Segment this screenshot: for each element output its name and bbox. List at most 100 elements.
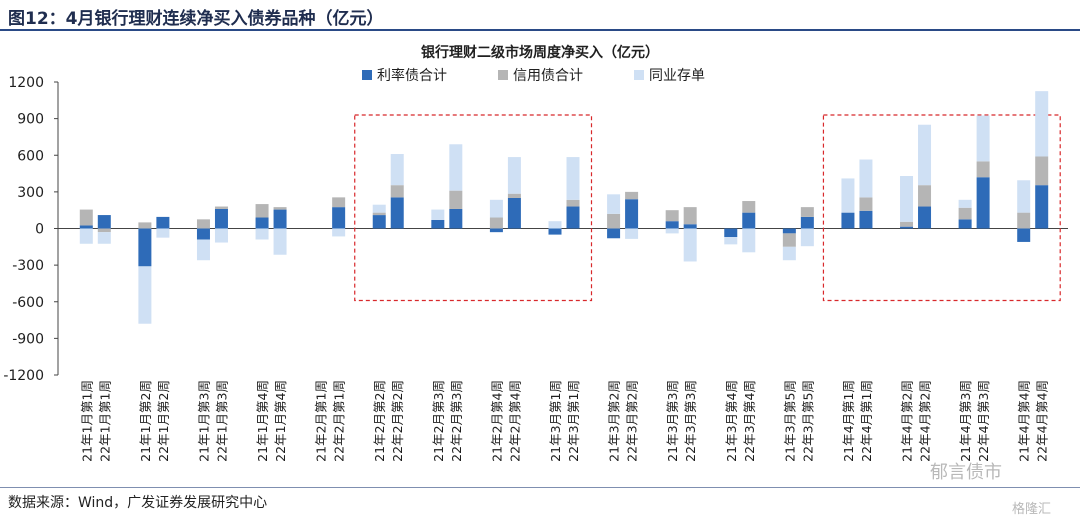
bar-rate — [431, 219, 445, 229]
x-tick-label: 22年2月第4周 — [507, 380, 522, 462]
bar-ncd — [1035, 91, 1049, 157]
bar-rate — [665, 221, 679, 229]
x-tick-label: 21年2月第1周 — [314, 380, 329, 462]
x-tick-label: 21年4月第1周 — [841, 380, 856, 462]
x-tick-label: 21年1月第3周 — [196, 380, 211, 462]
bar-rate — [449, 208, 463, 229]
x-tick-label: 21年3月第5周 — [782, 380, 797, 462]
bar-ncd — [97, 232, 111, 244]
bar-credit — [372, 212, 386, 216]
x-tick-label: 21年2月第2周 — [372, 380, 387, 462]
x-tick-label: 21年1月第2周 — [138, 380, 153, 462]
legend-label: 信用债合计 — [513, 68, 583, 84]
bar-credit — [900, 221, 914, 227]
bar-rate — [859, 210, 873, 229]
bar-rate — [372, 215, 386, 229]
bar-rate — [918, 206, 932, 229]
bar-credit — [273, 207, 287, 210]
bar-ncd — [390, 154, 404, 186]
bar-rate — [138, 228, 152, 267]
highlight-box — [822, 114, 1061, 302]
x-tick-label: 22年3月第3周 — [683, 380, 698, 462]
title-rule — [0, 29, 1080, 31]
bar-ncd — [79, 228, 93, 244]
x-tick-label: 22年3月第1周 — [566, 380, 581, 462]
y-tick-label: -1200 — [3, 368, 44, 384]
bar-ncd — [566, 157, 580, 200]
bar-ncd — [489, 199, 503, 218]
x-tick-label: 21年4月第4周 — [1017, 380, 1032, 462]
bar-credit — [976, 161, 990, 178]
x-tick-label: 21年1月第4周 — [255, 380, 270, 462]
bar-ncd — [372, 204, 386, 213]
bar-rate — [607, 228, 621, 239]
bar-ncd — [859, 159, 873, 198]
bar-rate — [958, 219, 972, 229]
bar-ncd — [156, 228, 170, 238]
x-tick-label: 22年1月第2周 — [156, 380, 171, 462]
bar-ncd — [332, 228, 346, 237]
y-tick-label: 900 — [17, 112, 44, 128]
bar-credit — [607, 213, 621, 229]
figure-title: 图12：4月银行理财连续净买入债券品种（亿元） — [8, 9, 384, 29]
x-tick-label: 22年3月第2周 — [625, 380, 640, 462]
x-tick-label: 21年2月第3周 — [431, 380, 446, 462]
bar-ncd — [724, 237, 738, 245]
x-tick-label: 22年4月第1周 — [859, 380, 874, 462]
bar-ncd — [255, 228, 269, 240]
watermark-logo-text: 格隆汇 — [1012, 502, 1052, 517]
x-tick-label: 21年4月第2周 — [900, 380, 915, 462]
bar-ncd — [841, 178, 855, 213]
bar-rate — [1035, 185, 1049, 229]
legend-swatch — [634, 70, 644, 80]
bar-credit — [507, 193, 521, 198]
x-tick-label: 22年2月第2周 — [390, 380, 405, 462]
bar-rate — [683, 224, 697, 229]
bar-credit — [97, 228, 111, 233]
chart-title: 银行理财二级市场周度净买入（亿元） — [421, 44, 659, 61]
bar-ncd — [800, 228, 814, 247]
y-tick-label: -900 — [12, 331, 44, 347]
bar-credit — [489, 217, 503, 229]
bar-credit — [332, 197, 346, 208]
x-tick-label: 22年3月第4周 — [742, 380, 757, 462]
x-tick-label: 21年1月第1周 — [79, 380, 94, 462]
bar-ncd — [742, 228, 756, 253]
x-tick-label: 21年2月第4周 — [489, 380, 504, 462]
bar-credit — [859, 197, 873, 211]
x-tick-label: 22年4月第4周 — [1035, 380, 1050, 462]
bottom-rule — [0, 487, 1080, 488]
bar-ncd — [918, 124, 932, 186]
x-tick-label: 21年3月第2周 — [607, 380, 622, 462]
bar-rate — [273, 209, 287, 229]
bar-rate — [841, 212, 855, 229]
bar-ncd — [214, 228, 228, 243]
bar-rate — [156, 216, 170, 229]
bar-credit — [683, 207, 697, 225]
bar-credit — [958, 207, 972, 220]
bar-credit — [196, 219, 210, 229]
x-tick-label: 21年3月第4周 — [724, 380, 739, 462]
x-tick-label: 22年4月第3周 — [976, 380, 991, 462]
source-note: 数据来源：Wind，广发证券发展研究中心 — [8, 495, 268, 511]
bar-rate — [97, 215, 111, 229]
legend-label: 同业存单 — [649, 68, 705, 84]
x-tick-label: 22年3月第5周 — [800, 380, 815, 462]
bar-ncd — [782, 246, 796, 261]
bar-credit — [742, 201, 756, 213]
bar-credit — [138, 222, 152, 229]
bar-rate — [255, 217, 269, 229]
bar-credit — [800, 207, 814, 217]
bar-ncd — [958, 199, 972, 208]
bar-rate — [489, 228, 503, 233]
x-tick-label: 22年2月第1周 — [332, 380, 347, 462]
bar-credit — [79, 209, 93, 226]
bar-rate — [332, 207, 346, 229]
y-tick-label: 0 — [35, 222, 44, 238]
bar-ncd — [548, 221, 562, 229]
bar-ncd — [138, 266, 152, 324]
bar-credit — [566, 199, 580, 207]
bar-rate — [782, 228, 796, 234]
bar-credit — [390, 185, 404, 198]
bar-ncd — [1017, 180, 1031, 213]
